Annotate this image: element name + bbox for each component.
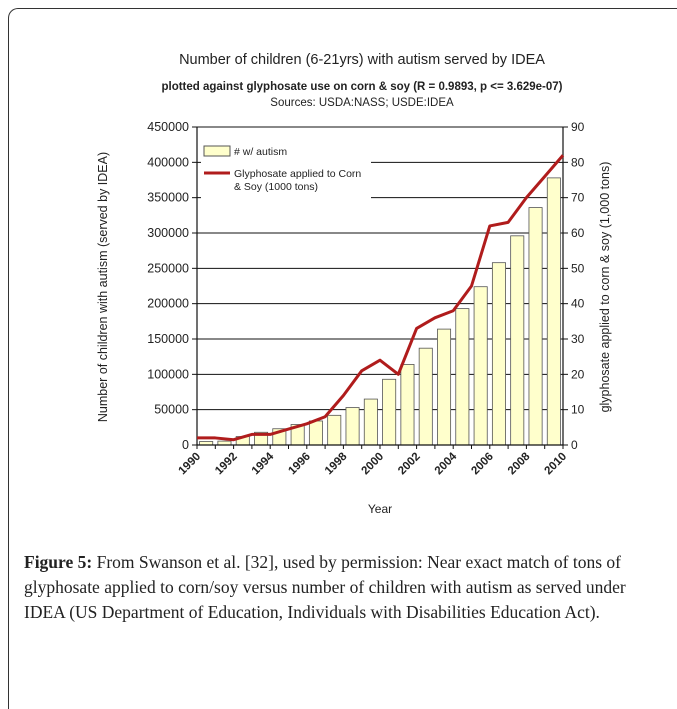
bar	[363, 398, 378, 446]
caption-text: From Swanson et al. [32], used by permis…	[24, 552, 626, 622]
y-tick-label-left: 300000	[147, 226, 189, 240]
y-tick-label-right: 60	[571, 226, 585, 240]
bar	[400, 364, 415, 446]
x-tick-label: 1992	[213, 451, 240, 478]
figure-frame	[8, 8, 677, 709]
x-tick-label: 1994	[250, 450, 277, 477]
legend-label-bars: # w/ autism	[234, 146, 287, 158]
y-tick-label-left: 150000	[147, 332, 189, 346]
y-tick-label-left: 100000	[147, 367, 189, 381]
y-tick-label-left: 400000	[147, 155, 189, 169]
y-tick-label-left: 200000	[147, 297, 189, 311]
bar	[308, 420, 323, 446]
caption-label: Figure 5:	[24, 552, 93, 572]
y-tick-label-left: 350000	[147, 191, 189, 205]
x-tick-label: 2010	[543, 451, 570, 478]
bar	[546, 177, 561, 446]
bar	[418, 347, 433, 446]
y-tick-label-right: 20	[571, 367, 585, 381]
bar	[382, 378, 397, 446]
x-tick-label: 1990	[177, 451, 204, 478]
y-tick-label-right: 40	[571, 297, 585, 311]
legend-swatch-bars	[203, 145, 231, 157]
chart-subtitle: plotted against glyphosate use on corn &…	[161, 81, 562, 93]
y-tick-label-right: 80	[571, 155, 585, 169]
bar	[491, 262, 506, 446]
x-tick-label: 2008	[506, 450, 533, 477]
legend-label-line: Glyphosate applied to Corn & Soy (1000 to…	[234, 168, 361, 193]
x-tick-label: 2006	[469, 451, 496, 478]
y-tick-label-right: 90	[571, 120, 585, 134]
y-tick-label-left: 0	[182, 438, 189, 452]
y-tick-label-right: 0	[571, 438, 578, 452]
x-tick-label: 1998	[323, 450, 350, 477]
bar	[473, 286, 488, 446]
y-tick-label-right: 50	[571, 261, 585, 275]
bar	[510, 235, 525, 446]
bar	[455, 308, 470, 446]
x-tick-label: 2000	[360, 451, 387, 478]
y-tick-label-right: 70	[571, 191, 585, 205]
x-tick-label: 2002	[396, 451, 423, 478]
figure-caption: Figure 5: From Swanson et al. [32], used…	[24, 550, 656, 625]
bar	[327, 414, 342, 446]
y-tick-label-left: 50000	[154, 403, 189, 417]
y-axis-label-right: glyphosate applied to corn & soy (1,000 …	[598, 162, 612, 413]
chart-sources: Sources: USDA:NASS; USDE:IDEA	[270, 97, 454, 109]
y-tick-label-left: 450000	[147, 120, 189, 134]
x-tick-label: 1996	[286, 451, 313, 478]
glyphosate-line	[197, 154, 565, 442]
y-tick-label-right: 10	[571, 403, 585, 417]
legend: # w/ autism Glyphosate applied to Corn & …	[201, 139, 371, 203]
y-axis-label-left: Number of children with autism (served b…	[96, 152, 110, 422]
bar	[437, 328, 452, 446]
autism-glyphosate-chart: Number of children (6-21yrs) with autism…	[96, 52, 612, 516]
x-tick-label: 2004	[433, 450, 460, 477]
x-axis-label: Year	[368, 502, 392, 516]
chart-title: Number of children (6-21yrs) with autism…	[179, 52, 545, 68]
y-tick-label-left: 250000	[147, 261, 189, 275]
bar	[345, 407, 360, 446]
bar	[528, 207, 543, 446]
y-tick-label-right: 30	[571, 332, 585, 346]
